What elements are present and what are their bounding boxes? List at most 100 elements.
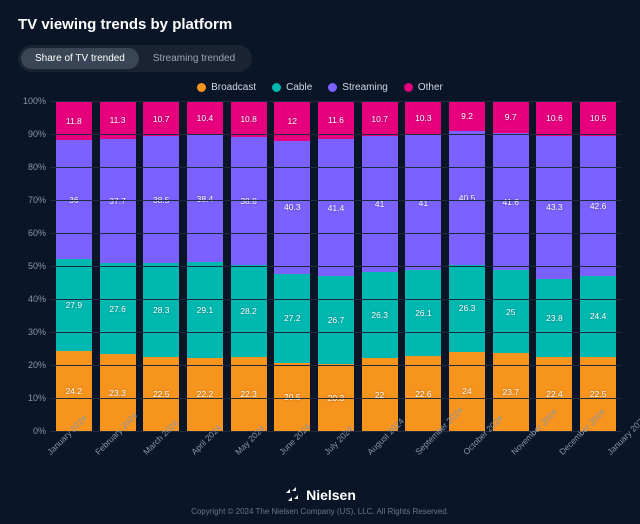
y-tick: 40% [28,294,46,304]
bar-value-label: 11.3 [110,115,126,125]
y-tick: 30% [28,327,46,337]
bar-segment-other: 9.2 [449,101,485,131]
chart-legend: Broadcast Cable Streaming Other [18,82,622,93]
bar-value-label: 27.9 [66,300,83,310]
bar-segment-streaming: 41.4 [318,139,354,276]
legend-swatch [328,83,337,92]
bar-value-label: 41.6 [502,197,519,207]
bar-value-label: 42.6 [590,201,607,211]
bar-segment-cable: 26.7 [318,276,354,364]
bar-value-label: 10.7 [371,114,388,124]
bar-value-label: 23.8 [546,313,563,323]
bar-segment-cable: 28.3 [143,263,179,356]
bar-segment-streaming: 43.3 [536,136,572,279]
bar-value-label: 23.3 [109,388,126,398]
y-tick: 10% [28,393,46,403]
bar-value-label: 10.6 [546,113,563,123]
bar-value-label: 24.2 [66,386,83,396]
bar-value-label: 24.4 [590,311,607,321]
bar-segment-cable: 26.3 [362,272,398,359]
legend-swatch [404,83,413,92]
plot-area: 24.227.93611.823.327.637.711.322.528.338… [50,101,622,431]
footer: Nielsen Copyright © 2024 The Nielsen Com… [0,487,640,516]
bar-value-label: 29.1 [197,305,214,315]
bar-segment-broadcast: 22.6 [405,356,441,431]
bar-segment-other: 10.4 [187,101,223,135]
brand-logo: Nielsen [0,487,640,503]
bar-segment-other: 10.7 [362,101,398,136]
bar-value-label: 11.8 [66,116,82,126]
stacked-bar-chart: 0%10%20%30%40%50%60%70%80%90%100% 24.227… [18,101,622,431]
bar-value-label: 41.4 [328,203,345,213]
legend-item-broadcast: Broadcast [197,82,256,93]
legend-item-other: Other [404,82,443,93]
y-tick: 70% [28,195,46,205]
y-tick: 20% [28,360,46,370]
bar-value-label: 26.3 [459,303,476,313]
bar-segment-cable: 28.2 [231,265,267,358]
bar-segment-cable: 24.4 [580,276,616,357]
legend-label: Cable [286,82,312,93]
bar-value-label: 10.5 [590,113,607,123]
legend-label: Other [418,82,443,93]
bar-value-label: 43.3 [546,202,563,212]
y-axis: 0%10%20%30%40%50%60%70%80%90%100% [18,101,50,431]
grid-line [50,101,622,102]
bar-segment-other: 10.3 [405,101,441,135]
bar-segment-broadcast: 22.2 [187,358,223,431]
bar-segment-cable: 26.3 [449,265,485,352]
tab-streaming-trended[interactable]: Streaming trended [139,48,249,69]
bar-segment-streaming: 41.6 [493,133,529,270]
y-tick: 100% [23,96,46,106]
bar-value-label: 24 [462,386,471,396]
bar-value-label: 12 [288,116,297,126]
bar-value-label: 23.7 [502,387,519,397]
bar-segment-cable: 27.6 [100,263,136,354]
bar-segment-broadcast: 22.3 [231,357,267,431]
y-tick: 80% [28,162,46,172]
brand-name: Nielsen [306,487,356,503]
nielsen-icon [284,487,300,503]
y-tick: 0% [33,426,46,436]
grid-line [50,398,622,399]
y-tick: 90% [28,129,46,139]
bar-segment-streaming: 40.3 [274,141,310,274]
grid-line [50,233,622,234]
legend-label: Streaming [342,82,388,93]
grid-line [50,365,622,366]
bar-value-label: 9.7 [505,112,517,122]
bar-value-label: 25 [506,307,515,317]
grid-line [50,332,622,333]
bar-segment-streaming: 41 [405,135,441,270]
grid-line [50,200,622,201]
bar-value-label: 26.7 [328,315,345,325]
bar-segment-cable: 27.2 [274,274,310,364]
bar-segment-other: 10.5 [580,101,616,136]
bar-value-label: 38.4 [197,194,214,204]
bar-value-label: 40.3 [284,202,301,212]
legend-label: Broadcast [211,82,256,93]
y-tick: 50% [28,261,46,271]
bar-segment-other: 9.7 [493,101,529,133]
bar-value-label: 28.2 [240,306,257,316]
bar-segment-cable: 27.9 [56,259,92,351]
bar-value-label: 11.6 [328,115,344,125]
bar-value-label: 26.1 [415,308,432,318]
bar-segment-cable: 29.1 [187,262,223,358]
bar-segment-other: 10.6 [536,101,572,136]
legend-item-cable: Cable [272,82,312,93]
grid-line [50,299,622,300]
bar-value-label: 10.7 [153,114,170,124]
bar-segment-other: 10.7 [143,101,179,136]
bar-segment-cable: 26.1 [405,270,441,356]
bar-value-label: 10.4 [197,113,214,123]
grid-line [50,266,622,267]
legend-swatch [272,83,281,92]
bar-value-label: 40.5 [459,193,476,203]
bar-value-label: 26.3 [371,310,388,320]
bar-segment-streaming: 40.5 [449,131,485,265]
bar-value-label: 27.2 [284,313,301,323]
tab-share-of-tv-trended[interactable]: Share of TV trended [21,48,139,69]
legend-item-streaming: Streaming [328,82,388,93]
bar-segment-broadcast: 22 [362,358,398,431]
